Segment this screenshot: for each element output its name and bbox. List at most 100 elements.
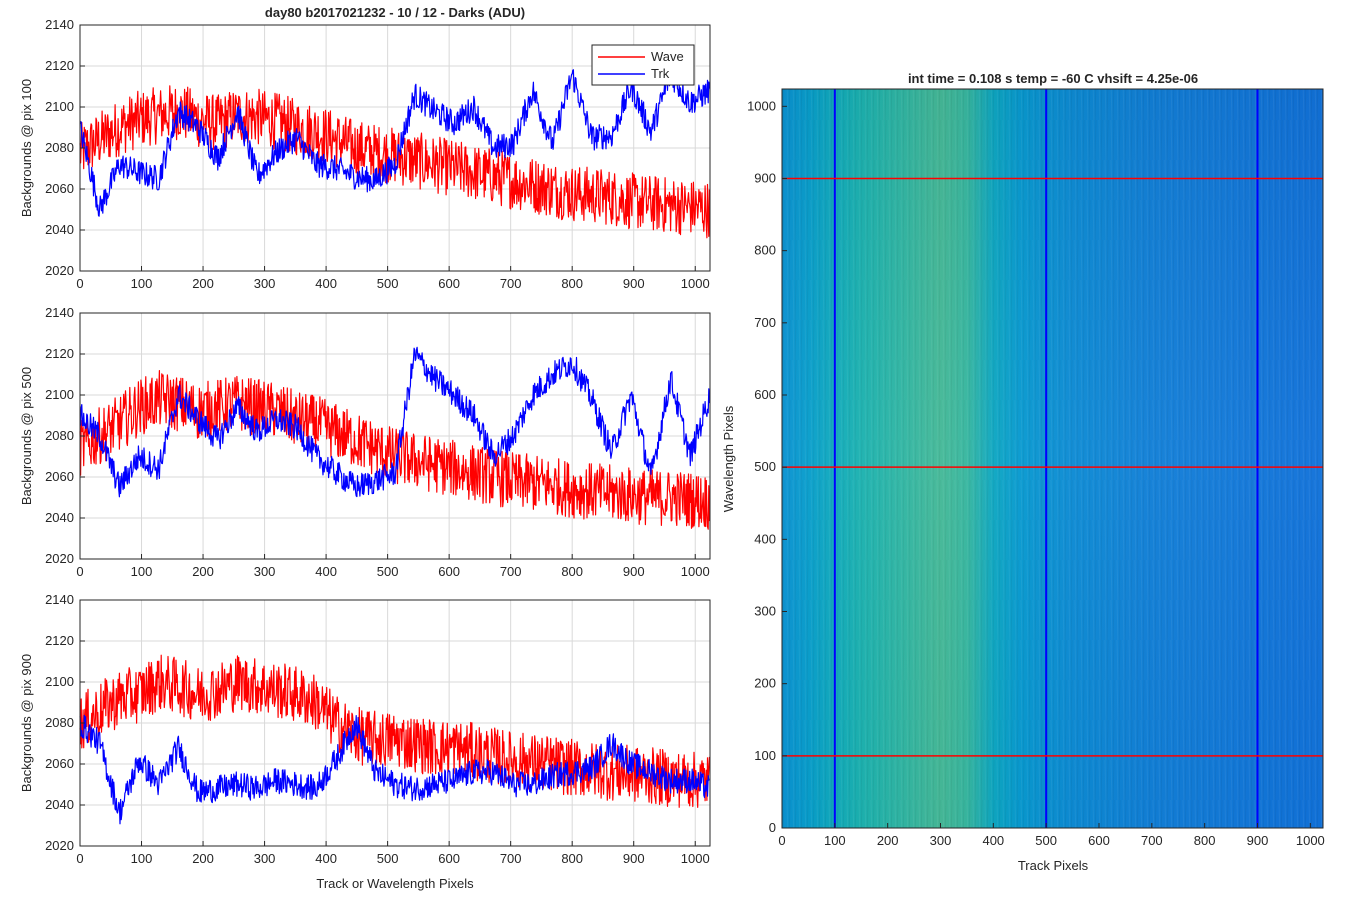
heatmap-x-tick-label: 600 [1088, 833, 1110, 848]
x-tick-label: 300 [254, 851, 276, 866]
legend: Wave Trk [591, 44, 695, 86]
y-tick-label: 2020 [45, 263, 74, 278]
x-tick-label: 900 [623, 851, 645, 866]
y-tick-label: 2060 [45, 469, 74, 484]
heatmap-x-tick-label: 800 [1194, 833, 1216, 848]
x-tick-label: 100 [131, 276, 153, 291]
heatmap-x-tick-label: 1000 [1296, 833, 1325, 848]
heatmap-y-tick-label: 800 [754, 243, 776, 258]
line-plot-pix-500: Backgrounds @ pix 500 0 100 200 300 400 500 60… [19, 305, 711, 579]
y-axis-label-pix-500: Backgrounds @ pix 500 [19, 367, 34, 505]
heatmap-x-axis-label: Track Pixels [1018, 858, 1089, 873]
y-axis-label-pix-900: Backgrounds @ pix 900 [19, 654, 34, 792]
x-tick-label: 200 [192, 851, 214, 866]
heatmap-y-tick-label: 700 [754, 315, 776, 330]
heatmap-y-tick-label: 600 [754, 387, 776, 402]
x-tick-label: 500 [377, 851, 399, 866]
series-group-panel-1 [79, 69, 710, 239]
series-line-trk [79, 69, 710, 217]
x-tick-label: 800 [561, 276, 583, 291]
heatmap-y-axis-label: Wavelength Pixels [721, 405, 736, 512]
heatmap-x-tick-label: 300 [930, 833, 952, 848]
line-plot-pix-100: day80 b2017021232 - 10 / 12 - Darks (ADU… [19, 5, 711, 291]
axes-box-panel-1 [79, 24, 711, 272]
x-axis-label-left: Track or Wavelength Pixels [316, 876, 474, 891]
x-tick-label: 700 [500, 564, 522, 579]
y-tick-label: 2080 [45, 140, 74, 155]
heatmap-x-tick-label: 900 [1247, 833, 1269, 848]
heatmap-y-tick-label: 0 [769, 820, 776, 835]
x-tick-label: 400 [315, 851, 337, 866]
y-tick-label: 2020 [45, 838, 74, 853]
heatmap-x-tick-label: 100 [824, 833, 846, 848]
y-tick-label: 2140 [45, 592, 74, 607]
y-tick-label: 2120 [45, 58, 74, 73]
series-line-wave [79, 370, 710, 530]
x-tick-label: 0 [76, 851, 83, 866]
x-tick-label: 600 [438, 276, 460, 291]
x-tick-label: 0 [76, 564, 83, 579]
series-line-wave [79, 654, 710, 809]
y-tick-label: 2060 [45, 181, 74, 196]
x-tick-label: 600 [438, 564, 460, 579]
series-group-panel-2 [79, 346, 710, 530]
legend-trk-label: Trk [651, 66, 670, 81]
heatmap-y-tick-label: 200 [754, 676, 776, 691]
legend-wave-label: Wave [651, 49, 684, 64]
x-tick-label: 400 [315, 564, 337, 579]
heatmap-x-tick-label: 700 [1141, 833, 1163, 848]
y-tick-label: 2080 [45, 715, 74, 730]
x-tick-label: 1000 [681, 276, 710, 291]
heatmap-title: int time = 0.108 s temp = -60 C vhsift =… [908, 71, 1198, 86]
y-tick-label: 2140 [45, 305, 74, 320]
series-line-trk [79, 346, 710, 498]
x-tick-label: 200 [192, 564, 214, 579]
series-group-panel-3 [79, 654, 710, 825]
x-tick-label: 300 [254, 276, 276, 291]
y-tick-label: 2060 [45, 756, 74, 771]
grid-panel-3 [79, 599, 710, 847]
legend-box [591, 44, 695, 86]
y-tick-label: 2020 [45, 551, 74, 566]
x-tick-label: 900 [623, 276, 645, 291]
x-tick-label: 900 [623, 564, 645, 579]
heatmap-ticks: 0 100 200 300 400 500 600 700 800 900 1000 0 100 200 3… [747, 98, 1325, 848]
x-tick-label: 100 [131, 851, 153, 866]
x-tick-label: 100 [131, 564, 153, 579]
heatmap-markers [782, 89, 1323, 828]
y-tick-label: 2100 [45, 387, 74, 402]
figure-title: day80 b2017021232 - 10 / 12 - Darks (ADU… [265, 5, 525, 20]
line-plot-pix-900: Backgrounds @ pix 900 Track or Wavelengt… [19, 592, 711, 891]
y-tick-label: 2040 [45, 797, 74, 812]
axes-box-panel-2 [79, 312, 711, 560]
y-tick-label: 2040 [45, 222, 74, 237]
x-tick-label: 700 [500, 851, 522, 866]
y-tick-label: 2100 [45, 99, 74, 114]
heatmap-y-tick-label: 400 [754, 531, 776, 546]
heatmap-x-tick-label: 500 [1035, 833, 1057, 848]
series-line-trk [79, 714, 710, 825]
heatmap-x-tick-label: 200 [877, 833, 899, 848]
x-tick-label: 1000 [681, 851, 710, 866]
axes-box-panel-3 [79, 599, 711, 847]
x-tick-label: 800 [561, 851, 583, 866]
heatmap-x-tick-label: 0 [778, 833, 785, 848]
heatmap-axes-box [781, 88, 1324, 829]
y-tick-label: 2080 [45, 428, 74, 443]
x-tick-label: 700 [500, 276, 522, 291]
ticks-panel-3: 0 100 200 300 400 500 600 700 800 900 1000 2020 2040… [45, 592, 710, 866]
y-axis-label-pix-100: Backgrounds @ pix 100 [19, 79, 34, 217]
x-tick-label: 400 [315, 276, 337, 291]
x-tick-label: 600 [438, 851, 460, 866]
x-tick-label: 500 [377, 564, 399, 579]
heatmap-y-tick-label: 300 [754, 603, 776, 618]
y-tick-label: 2120 [45, 633, 74, 648]
ticks-panel-1: 0 100 200 300 400 500 600 700 800 900 1000 2020 2040… [45, 17, 710, 291]
heatmap-plot: int time = 0.108 s temp = -60 C vhsift =… [721, 71, 1325, 873]
heatmap-y-tick-label: 100 [754, 748, 776, 763]
heatmap-y-tick-label: 500 [754, 459, 776, 474]
heatmap-y-tick-label: 1000 [747, 98, 776, 113]
y-tick-label: 2100 [45, 674, 74, 689]
y-tick-label: 2040 [45, 510, 74, 525]
